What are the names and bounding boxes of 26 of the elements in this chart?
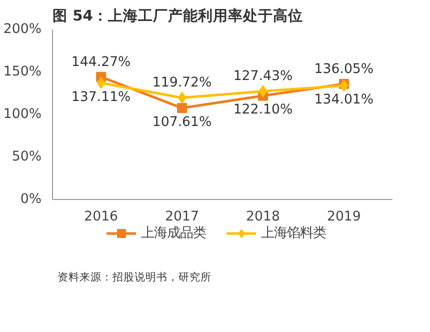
- y-tick-label: 0%: [20, 192, 42, 207]
- data-label: 137.11%: [71, 90, 131, 105]
- x-tick-label: 2017: [165, 210, 199, 224]
- legend-label: 上海成品类: [141, 224, 206, 242]
- x-tick-label: 2018: [246, 210, 280, 224]
- data-label: 107.61%: [152, 115, 212, 130]
- legend-label: 上海馅料类: [261, 224, 326, 242]
- data-label: 144.27%: [71, 54, 131, 70]
- point: [258, 85, 268, 98]
- x-tick-label: 2019: [326, 210, 361, 224]
- chart-title: 图 54：上海工厂产能利用率处于高位: [52, 6, 303, 24]
- point: [178, 92, 186, 104]
- point: [96, 76, 106, 89]
- data-label: 119.72%: [152, 76, 212, 91]
- point: [340, 80, 348, 92]
- data-label: 127.43%: [233, 69, 293, 84]
- y-tick-label: 200%: [3, 22, 42, 37]
- point: [177, 103, 188, 114]
- data-label: 136.05%: [314, 62, 374, 77]
- x-tick-label: 2016: [84, 210, 118, 224]
- y-tick-label: 50%: [12, 150, 42, 164]
- data-label: 122.10%: [233, 102, 293, 118]
- y-tick-label: 150%: [3, 64, 42, 80]
- text: 资料来源：招股说明书，研究所: [58, 270, 212, 284]
- y-tick-label: 100%: [3, 107, 42, 122]
- data-label: 134.01%: [314, 92, 374, 108]
